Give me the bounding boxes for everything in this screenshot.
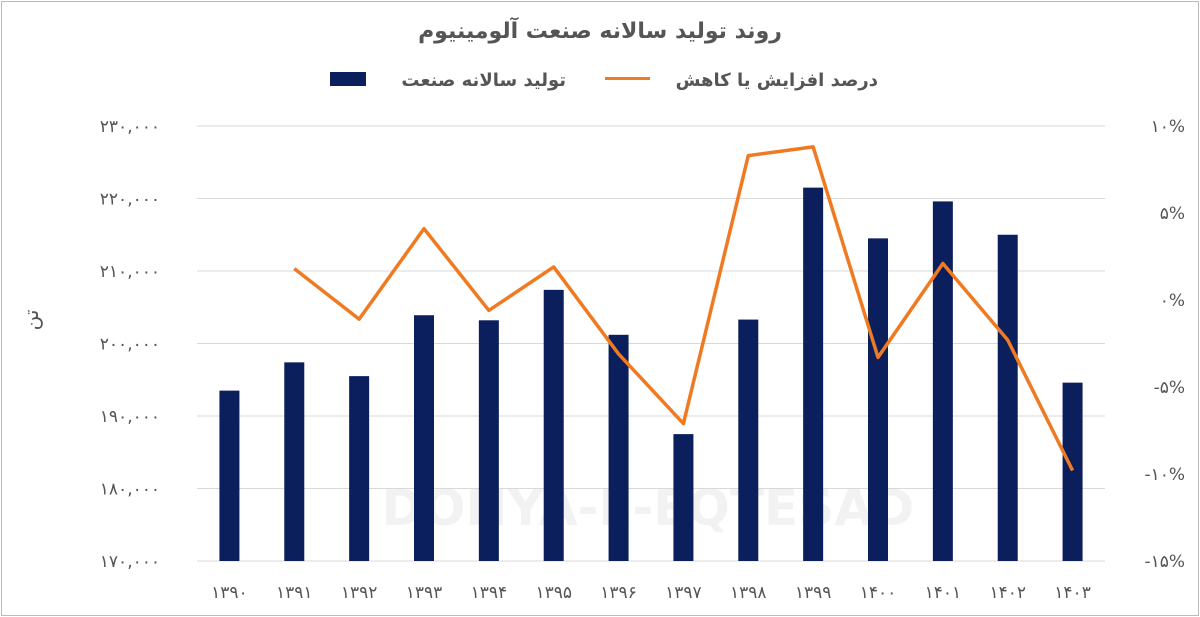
y-tick-label: ۱۸۰,۰۰۰ (100, 480, 160, 500)
y-tick-label: ۲۱۰,۰۰۰ (100, 262, 160, 282)
legend-swatch-line (605, 77, 650, 80)
bar (803, 187, 824, 561)
bar (738, 319, 759, 561)
watermark: DONYA-E-EQTESAD (382, 479, 915, 537)
x-tick-label: ۱۴۰۳ (1054, 583, 1091, 603)
x-tick-label: ۱۳۹۴ (471, 583, 508, 603)
percent-line (293, 145, 1075, 472)
y-axis-label: تن (19, 310, 43, 331)
x-tick-label: ۱۳۹۲ (341, 583, 378, 603)
y-tick-label: ۲۰۰,۰۰۰ (100, 335, 160, 355)
y-tick-label: ۲۳۰,۰۰۰ (100, 117, 160, 137)
bar (219, 390, 240, 561)
x-tick-label: ۱۳۹۸ (730, 583, 767, 603)
y2-tick-label: -۵% (1154, 378, 1185, 398)
bar (543, 289, 564, 561)
x-tick-label: ۱۳۹۰ (211, 583, 248, 603)
x-tick-label: ۱۴۰۱ (925, 583, 962, 603)
bar (932, 201, 953, 561)
y2-tick-label: -۱۵% (1144, 552, 1185, 572)
y-tick-label: ۱۷۰,۰۰۰ (100, 552, 160, 572)
legend: درصد افزایش یا کاهش تولید سالانه صنعت (330, 70, 878, 91)
x-tick-label: ۱۳۹۵ (535, 583, 572, 603)
bar (868, 238, 888, 561)
y-tick-label: ۱۹۰,۰۰۰ (100, 407, 160, 427)
bar (284, 362, 305, 561)
x-tick-label: ۱۳۹۶ (600, 583, 637, 603)
bar (608, 334, 629, 561)
bar (414, 315, 434, 561)
x-tick-label: ۱۴۰۰ (860, 583, 897, 603)
y2-tick-label: ۰% (1160, 291, 1185, 311)
x-tick-label: ۱۳۹۱ (276, 583, 313, 603)
bar (673, 434, 694, 561)
chart-title: روند تولید سالانه صنعت آلومینیوم (418, 16, 782, 44)
x-tick-label: ۱۳۹۳ (406, 583, 443, 603)
x-tick-label: ۱۳۹۹ (795, 583, 832, 603)
bar (1062, 382, 1083, 561)
legend-label-bar: تولید سالانه صنعت (401, 70, 566, 91)
y2-tick-label: ۵% (1160, 204, 1185, 224)
legend-label-line: درصد افزایش یا کاهش (676, 70, 878, 91)
x-tick-label: ۱۴۰۲ (989, 583, 1026, 603)
legend-swatch-bar (330, 72, 366, 86)
y-tick-label: ۲۲۰,۰۰۰ (100, 190, 160, 210)
bar (349, 376, 370, 561)
bar (997, 234, 1018, 561)
y2-tick-label: ۱۰% (1151, 117, 1185, 137)
y2-tick-label: -۱۰% (1144, 465, 1185, 485)
x-tick-label: ۱۳۹۷ (665, 583, 702, 603)
bar (478, 320, 499, 561)
